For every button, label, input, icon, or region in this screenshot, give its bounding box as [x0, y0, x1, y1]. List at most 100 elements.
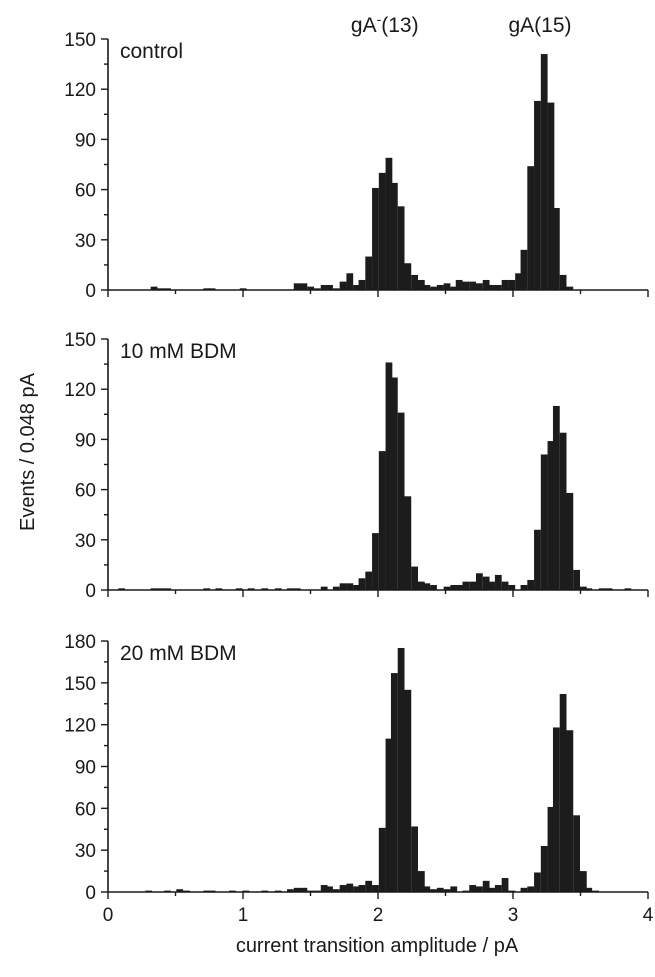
bars-control	[150, 54, 574, 291]
y-tick-label-20mM-30: 30	[75, 841, 96, 862]
y-tick-label-20mM-0: 0	[85, 883, 96, 904]
y-tick-label-10mM-0: 0	[85, 581, 96, 602]
bar-20mM-37	[469, 885, 477, 892]
bar-10mM-21	[385, 362, 393, 590]
panel-label-20mM: 20 mM BDM	[120, 642, 237, 665]
y-tick-label-10mM-90: 90	[75, 430, 96, 451]
bar-10mM-48	[573, 569, 580, 590]
bar-20mM-42	[501, 878, 509, 892]
bar-10mM-6	[235, 588, 243, 590]
bar-20mM-51	[566, 730, 574, 892]
bar-20mM-48	[547, 806, 555, 892]
bar-20mM-53	[579, 871, 587, 892]
bar-control-25	[417, 279, 425, 290]
y-tick-label-10mM-120: 120	[64, 380, 96, 401]
x-tick-label-2: 2	[373, 905, 384, 926]
bar-10mM-27	[423, 583, 431, 590]
bar-10mM-38	[501, 581, 509, 590]
bar-control-26	[423, 284, 431, 290]
y-tick-label-20mM-120: 120	[64, 716, 96, 737]
bar-10mM-53	[624, 588, 632, 590]
bar-10mM-3	[164, 588, 171, 590]
bar-10mM-5	[215, 588, 223, 590]
bar-20mM-22	[365, 880, 373, 892]
bar-10mM-50	[585, 588, 593, 590]
bar-20mM-40	[488, 887, 495, 892]
bar-10mM-42	[534, 529, 541, 590]
bar-10mM-32	[462, 581, 470, 590]
bar-control-5	[239, 288, 247, 290]
bar-10mM-18	[365, 571, 373, 590]
bar-10mM-16	[353, 584, 360, 590]
y-tick-label-control-120: 120	[64, 80, 96, 101]
bar-20mM-26	[390, 673, 398, 892]
bar-20mM-11	[293, 887, 301, 892]
bar-20mM-45	[527, 886, 535, 892]
bar-10mM-22	[390, 377, 398, 590]
y-tick-label-10mM-60: 60	[75, 481, 96, 502]
bar-10mM-23	[397, 412, 405, 590]
x-tick-label-4: 4	[643, 905, 654, 926]
bar-10mM-12	[320, 586, 328, 590]
bar-10mM-15	[346, 583, 354, 590]
bar-10mM-40	[520, 584, 528, 590]
bar-20mM-33	[436, 887, 444, 892]
bar-10mM-11	[293, 588, 301, 590]
bar-control-1	[157, 288, 165, 290]
bar-control-32	[462, 281, 470, 290]
bar-10mM-47	[566, 492, 574, 590]
bar-control-6	[293, 283, 301, 290]
bar-20mM-38	[476, 886, 483, 892]
y-tick-label-20mM-90: 90	[75, 758, 96, 779]
bar-20mM-21	[358, 885, 366, 892]
bar-control-41	[520, 249, 528, 290]
bar-20mM-49	[552, 727, 560, 892]
bar-10mM-45	[552, 405, 560, 590]
bar-control-30	[450, 286, 458, 290]
bar-10mM-25	[411, 566, 418, 590]
bar-10mM-31	[455, 584, 463, 590]
bar-20mM-12	[300, 887, 308, 892]
bar-control-36	[488, 284, 495, 290]
bar-10mM-49	[579, 586, 587, 590]
bar-control-17	[365, 256, 373, 290]
y-tick-label-20mM-180: 180	[64, 632, 96, 653]
bar-20mM-44	[520, 887, 528, 892]
peak-labels: gA-(13) gA(15)	[351, 11, 572, 37]
bar-control-38	[501, 279, 509, 290]
bar-20mM-18	[339, 885, 347, 892]
bar-20mM-50	[559, 693, 567, 892]
bar-control-44	[540, 54, 548, 291]
bar-control-16	[358, 279, 366, 290]
bar-10mM-24	[404, 496, 412, 590]
bar-10mM-13	[332, 586, 340, 590]
bar-control-8	[307, 286, 315, 290]
bar-10mM-37	[494, 574, 502, 590]
y-axis-title: Events / 0.048 pA	[17, 372, 39, 531]
bar-10mM-20	[378, 451, 386, 590]
bar-control-24	[411, 274, 418, 290]
bar-control-13	[339, 281, 347, 290]
bar-10mM-0	[118, 588, 126, 590]
bar-20mM-24	[378, 827, 386, 892]
y-tick-label-control-60: 60	[75, 181, 96, 202]
bar-control-35	[482, 279, 490, 290]
panel-label-control: control	[120, 40, 183, 63]
x-axis-title: current transition amplitude / pA	[236, 935, 519, 957]
bar-10mM-51	[598, 588, 606, 590]
peak-label-0: gA-(13)	[351, 11, 419, 37]
bars-20mM	[145, 647, 599, 892]
bar-control-20	[385, 157, 393, 290]
bar-control-15	[353, 284, 360, 290]
bar-20mM-25	[385, 738, 393, 892]
bar-20mM-23	[372, 885, 379, 892]
bar-10mM-10	[287, 588, 294, 590]
bar-control-10	[320, 284, 328, 290]
bar-10mM-28	[430, 584, 437, 590]
bar-control-2	[164, 288, 171, 290]
bar-control-48	[566, 286, 574, 290]
bar-10mM-39	[508, 584, 516, 590]
bar-control-37	[494, 284, 502, 290]
y-tick-label-10mM-150: 150	[64, 330, 96, 351]
